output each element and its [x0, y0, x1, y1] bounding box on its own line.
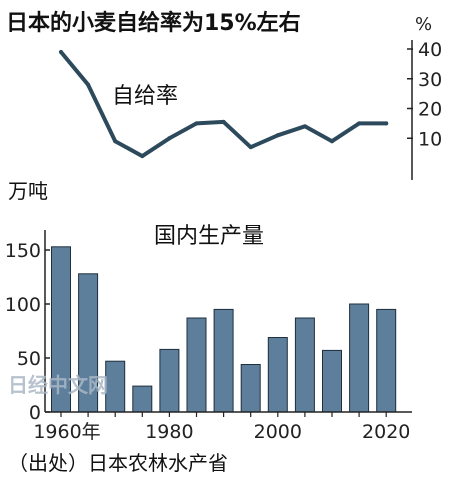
source-note: （出处）日本农林水产省: [8, 451, 228, 475]
line-point: [59, 49, 63, 54]
self-sufficiency-line: [59, 50, 389, 159]
production-bar: [322, 349, 342, 413]
bar-x-tick-label: 1980: [145, 421, 193, 443]
production-bar: [267, 337, 288, 413]
production-bar: [186, 317, 207, 413]
production-bar: [213, 308, 234, 413]
line-point: [113, 139, 118, 144]
production-bar: [376, 308, 397, 413]
bar-y-tick-label: 100: [5, 294, 41, 316]
bar-series-label: 国内生产量: [154, 224, 264, 249]
line-y-tick-label: 30: [418, 69, 442, 91]
production-bar: [105, 360, 126, 413]
bar-y-tick-label: 150: [5, 240, 41, 262]
line-y-tick-label: 10: [418, 128, 442, 150]
line-point: [357, 121, 362, 126]
bar-y-tick-label: 0: [29, 402, 41, 424]
line-unit-label: %: [415, 14, 432, 35]
production-bar: [159, 348, 180, 413]
line-point: [86, 82, 91, 87]
production-bar: [240, 364, 261, 413]
line-y-tick-labels: 10 20 30 40: [418, 39, 442, 150]
line-plot-area: [59, 49, 389, 159]
line-point: [248, 145, 253, 150]
line-y-axis: [407, 40, 413, 180]
chart-title: 日本的小麦自给率为15%左右: [6, 10, 301, 36]
line-y-tick-label: 20: [418, 99, 442, 121]
watermark-logo: 日经中文网: [8, 373, 108, 397]
bar-x-tick-labels: 1960年 1980 2000 2020: [33, 412, 410, 443]
line-point: [275, 133, 280, 138]
line-point: [221, 119, 226, 124]
bar-y-tick-label: 50: [17, 348, 41, 370]
line-point: [194, 121, 199, 126]
bar-x-tick-label: 2020: [362, 421, 410, 443]
line-series-label: 自给率: [112, 84, 178, 109]
bar-plot-area: [44, 230, 412, 413]
production-bar: [294, 317, 315, 413]
bar-unit-label: 万吨: [8, 179, 48, 203]
line-point: [330, 139, 334, 144]
line-y-tick-label: 40: [418, 39, 442, 61]
production-bar: [349, 303, 370, 413]
bar-y-tick-labels: 0 50 100 150: [5, 240, 41, 424]
production-bar: [132, 385, 153, 413]
line-point: [384, 121, 389, 126]
bar-x-tick-label: 1960年: [33, 421, 100, 443]
line-point: [140, 154, 145, 159]
line-point: [167, 136, 172, 141]
line-point: [302, 124, 307, 129]
bar-x-tick-label: 2000: [254, 421, 302, 443]
